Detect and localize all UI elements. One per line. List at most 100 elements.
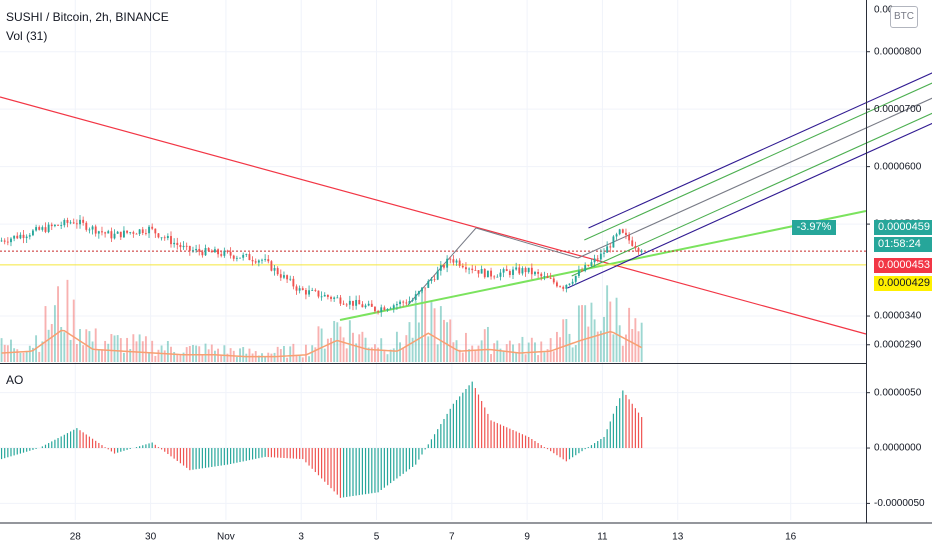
volume-bar-181 xyxy=(569,334,571,362)
candle-body-147 xyxy=(462,266,464,267)
volume-bar-150 xyxy=(471,346,473,362)
volume-bar-78 xyxy=(245,354,247,362)
symbol-legend[interactable]: SUSHI / Bitcoin, 2h, BINANCE xyxy=(6,10,169,24)
volume-bar-189 xyxy=(594,319,596,362)
candle-body-189 xyxy=(594,258,596,262)
candle-body-48 xyxy=(151,227,153,229)
candle-body-157 xyxy=(493,276,495,277)
candle-body-18 xyxy=(57,225,59,226)
time-label-2: Nov xyxy=(217,532,235,543)
candle-body-137 xyxy=(430,279,432,281)
candle-body-127 xyxy=(399,302,401,304)
price-label-5: 0.0000290 xyxy=(874,339,922,350)
candle-body-178 xyxy=(559,286,561,287)
ao-legend[interactable]: AO xyxy=(6,373,23,387)
volume-bar-95 xyxy=(299,356,301,362)
candle-body-15 xyxy=(48,225,50,232)
volume-bar-18 xyxy=(57,286,59,362)
candle-body-135 xyxy=(424,288,426,289)
volume-bar-167 xyxy=(525,354,527,362)
candle-body-71 xyxy=(223,251,225,256)
candle-body-164 xyxy=(515,267,517,269)
candle-body-156 xyxy=(490,271,492,277)
candle-body-98 xyxy=(308,290,310,294)
volume-bar-101 xyxy=(318,326,320,362)
ao-label-2: -0.0000050 xyxy=(874,498,925,509)
candle-body-179 xyxy=(562,287,564,289)
volume-bar-12 xyxy=(38,352,40,362)
candle-body-36 xyxy=(114,234,116,239)
candle-body-9 xyxy=(29,235,31,236)
volume-bar-98 xyxy=(308,356,310,362)
volume-bar-140 xyxy=(440,306,442,362)
volume-bar-31 xyxy=(98,350,100,362)
candle-body-2 xyxy=(7,242,9,243)
candle-body-192 xyxy=(603,253,605,254)
volume-bar-122 xyxy=(383,351,385,362)
volume-bar-123 xyxy=(387,354,389,362)
candle-body-104 xyxy=(327,295,329,297)
volume-bar-25 xyxy=(79,329,81,362)
candle-body-126 xyxy=(396,304,398,305)
candle-body-131 xyxy=(412,300,414,301)
last-price-tag: 0.0000459 xyxy=(874,220,932,235)
time-label-0: 28 xyxy=(70,532,82,543)
candle-body-106 xyxy=(333,298,335,299)
volume-bar-157 xyxy=(493,343,495,362)
volume-bar-188 xyxy=(591,303,593,362)
candle-body-19 xyxy=(60,225,62,226)
candle-body-154 xyxy=(484,269,486,277)
volume-bar-93 xyxy=(292,344,294,362)
candle-body-203 xyxy=(638,248,640,252)
volume-bar-23 xyxy=(73,300,75,362)
volume-bar-21 xyxy=(67,280,69,362)
volume-bar-64 xyxy=(201,355,203,362)
candle-body-159 xyxy=(500,273,502,277)
candle-body-180 xyxy=(565,285,567,289)
volume-bar-148 xyxy=(465,333,467,362)
volume-bar-24 xyxy=(76,344,78,362)
volume-bar-179 xyxy=(562,319,564,362)
candle-body-169 xyxy=(531,268,533,274)
candle-body-84 xyxy=(264,259,266,260)
candle-body-85 xyxy=(267,259,269,261)
candle-body-67 xyxy=(211,251,213,253)
candle-body-138 xyxy=(434,279,436,280)
candle-body-59 xyxy=(186,246,188,247)
volume-bar-99 xyxy=(311,345,313,362)
volume-bar-202 xyxy=(634,318,636,362)
candle-body-125 xyxy=(393,305,395,308)
candle-body-68 xyxy=(214,249,216,252)
volume-bar-60 xyxy=(189,346,191,362)
volume-bar-32 xyxy=(101,349,103,362)
candle-body-77 xyxy=(242,255,244,258)
candle-body-109 xyxy=(343,304,345,305)
volume-bar-184 xyxy=(578,305,580,362)
volume-bar-26 xyxy=(82,345,84,362)
volume-bar-134 xyxy=(421,291,423,362)
volume-legend[interactable]: Vol (31) xyxy=(6,29,47,43)
ao-label-0: 0.0000050 xyxy=(874,387,922,398)
candle-body-32 xyxy=(101,231,103,232)
candle-body-115 xyxy=(361,304,363,307)
candle-body-166 xyxy=(521,268,523,273)
candle-body-174 xyxy=(547,276,549,278)
volume-bar-76 xyxy=(239,348,241,362)
candle-body-24 xyxy=(76,223,78,224)
volume-bar-66 xyxy=(208,349,210,362)
volume-bar-49 xyxy=(154,356,156,362)
volume-bar-191 xyxy=(600,331,602,362)
candle-body-143 xyxy=(449,259,451,260)
candle-body-187 xyxy=(587,265,589,266)
candle-body-73 xyxy=(230,252,232,256)
volume-bar-132 xyxy=(415,301,417,362)
currency-button[interactable]: BTC xyxy=(890,6,918,28)
ao-label-1: 0.0000000 xyxy=(874,443,922,454)
candle-body-150 xyxy=(471,269,473,270)
candle-body-190 xyxy=(597,258,599,259)
time-label-7: 11 xyxy=(597,532,608,543)
candle-body-53 xyxy=(167,236,169,238)
